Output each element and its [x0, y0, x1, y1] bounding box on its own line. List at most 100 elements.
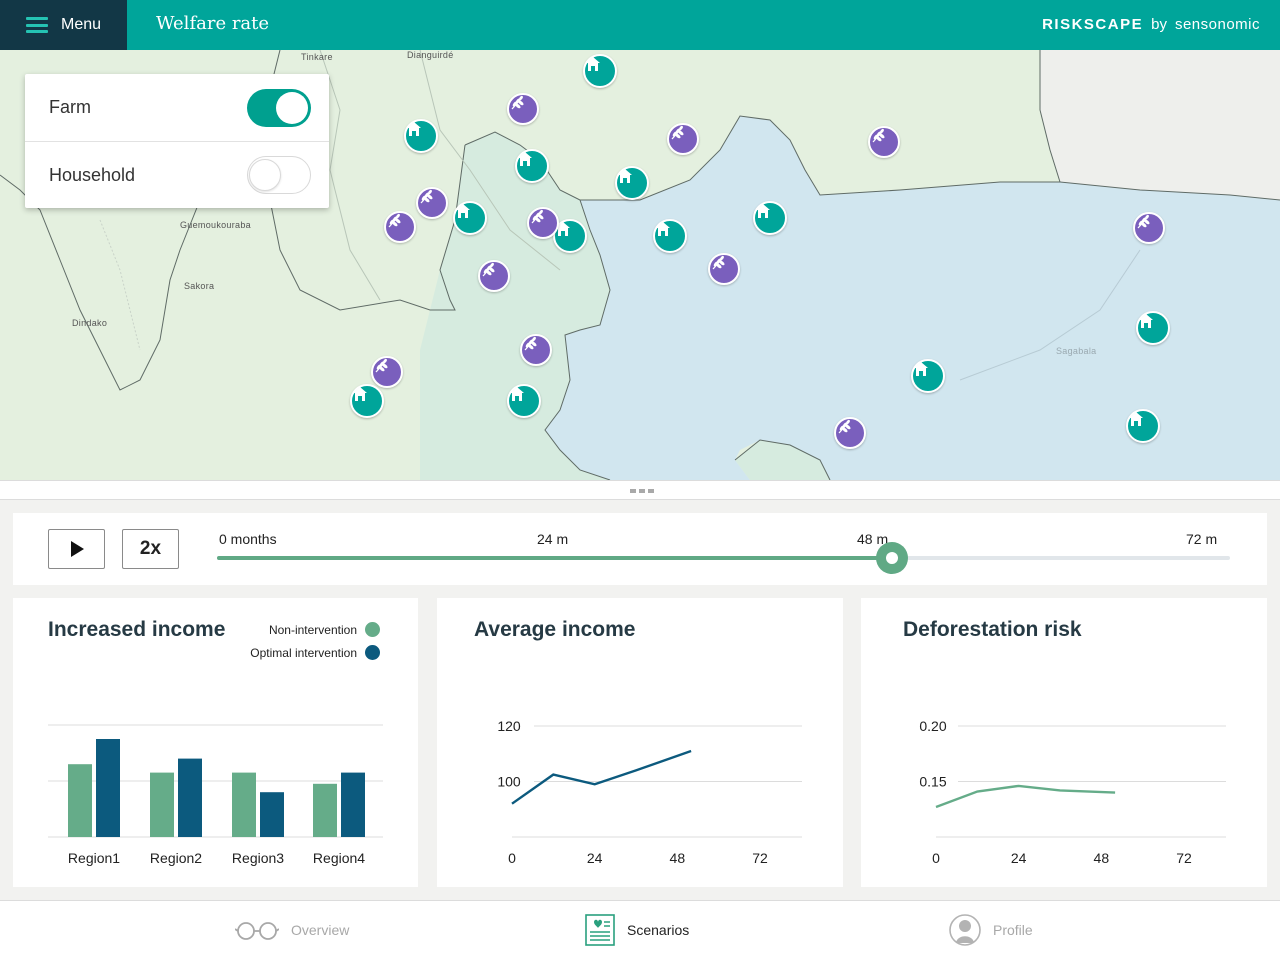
legend-swatch: [365, 645, 380, 660]
household-marker[interactable]: [653, 219, 687, 253]
bar: [260, 792, 284, 837]
legend-label: Optimal intervention: [250, 645, 357, 660]
farm-marker[interactable]: [520, 334, 552, 366]
place-label: Sagabala: [1056, 346, 1097, 356]
farm-marker[interactable]: [527, 207, 559, 239]
household-toggle-switch[interactable]: [247, 156, 311, 194]
house-icon: [556, 222, 570, 236]
household-marker[interactable]: [453, 201, 487, 235]
bar: [341, 772, 365, 837]
wheat-icon: [375, 358, 388, 373]
wheat-icon: [511, 95, 524, 110]
house-icon: [618, 169, 632, 183]
household-marker[interactable]: [515, 149, 549, 183]
series-line: [935, 784, 1116, 809]
nav-scenarios[interactable]: Scenarios: [585, 914, 689, 946]
place-label: Dianguirdé: [407, 50, 454, 60]
document-icon: [585, 914, 615, 946]
brand-logo: RISKSCAPE by sensonomic: [1042, 16, 1260, 33]
bar: [68, 764, 92, 837]
farm-marker[interactable]: [667, 123, 699, 155]
timeline-tick-label: 72 m: [1186, 531, 1218, 547]
legend-item: Optimal intervention: [250, 645, 380, 660]
bar: [232, 772, 256, 837]
place-label: Tinkare: [301, 52, 333, 62]
increased-income-card: Region1 Region2 Region3 Region4 Increased i…: [13, 598, 418, 887]
speed-button[interactable]: 2x: [122, 529, 179, 569]
house-icon: [756, 204, 770, 218]
house-icon: [518, 152, 532, 166]
increased-income-chart: Region1 Region2 Region3 Region4: [48, 724, 383, 866]
farm-marker[interactable]: [708, 253, 740, 285]
deforestation-risk-chart: 0.15 0.20 0 24 48 72: [919, 718, 1226, 866]
farm-marker[interactable]: [371, 356, 403, 388]
timeline-slider-thumb[interactable]: [876, 542, 909, 574]
household-marker[interactable]: [1136, 311, 1170, 345]
wheat-icon: [482, 262, 495, 277]
farm-marker[interactable]: [834, 417, 866, 449]
place-label: Sakora: [184, 281, 215, 291]
legend-swatch: [365, 622, 380, 637]
farm-marker[interactable]: [868, 126, 900, 158]
nav-label: Overview: [291, 922, 350, 938]
menu-button[interactable]: Menu: [0, 0, 127, 50]
card-title: Deforestation risk: [903, 618, 1082, 641]
farm-marker[interactable]: [507, 93, 539, 125]
farm-marker[interactable]: [1133, 212, 1165, 244]
brand-company: sensonomic: [1174, 16, 1260, 33]
x-tick-label: 48: [1094, 850, 1110, 866]
household-marker[interactable]: [507, 384, 541, 418]
x-tick-label: Region1: [68, 850, 120, 866]
household-toggle-label: Household: [49, 164, 136, 185]
place-label: Guemoukouraba: [180, 220, 251, 230]
farm-toggle-switch[interactable]: [247, 88, 311, 127]
household-marker[interactable]: [404, 119, 438, 153]
wheat-icon: [838, 419, 851, 434]
house-icon: [914, 362, 928, 376]
house-icon: [407, 122, 421, 136]
wheat-icon: [671, 125, 684, 140]
timeline-tick-label: 0 months: [219, 531, 277, 547]
place-label: Dindako: [72, 318, 108, 328]
household-marker[interactable]: [350, 384, 384, 418]
bar: [150, 772, 174, 837]
x-tick-label: 72: [752, 850, 768, 866]
household-marker[interactable]: [1126, 409, 1160, 443]
farm-marker[interactable]: [478, 260, 510, 292]
nav-profile[interactable]: Profile: [949, 914, 1033, 946]
house-icon: [510, 387, 524, 401]
app-header: Menu Welfare rate RISKSCAPE by sensonomi…: [0, 0, 1280, 50]
wheat-icon: [420, 189, 433, 204]
menu-label: Menu: [61, 16, 102, 33]
nav-overview[interactable]: Overview: [235, 914, 349, 946]
panel-resize-handle[interactable]: [0, 480, 1280, 500]
farm-marker[interactable]: [384, 211, 416, 243]
timeline-slider[interactable]: [217, 542, 1230, 574]
play-button[interactable]: [48, 529, 105, 569]
household-marker[interactable]: [753, 201, 787, 235]
card-title: Average income: [474, 618, 636, 641]
legend-item: Non-intervention: [269, 622, 380, 637]
x-tick-label: Region4: [313, 850, 365, 866]
household-marker[interactable]: [911, 359, 945, 393]
map-view[interactable]: Tinkare Dianguirdé Guemoukouraba Sakora …: [0, 50, 1280, 480]
deforestation-risk-card: 0.15 0.20 0 24 48 72 Deforestation risk: [861, 598, 1267, 887]
bottom-navigation: Overview Scenarios Profile: [0, 900, 1280, 960]
wheat-icon: [524, 336, 537, 351]
average-income-card: 100 120 0 24 48 72 Average income: [437, 598, 843, 887]
x-tick-label: Region2: [150, 850, 202, 866]
brand-by: by: [1151, 16, 1167, 33]
timeline-tick-label: 48 m: [857, 531, 889, 547]
household-toggle-row[interactable]: Household: [25, 141, 329, 208]
y-tick-label: 120: [497, 718, 521, 734]
house-icon: [353, 387, 367, 401]
farm-marker[interactable]: [416, 187, 448, 219]
play-icon: [70, 541, 84, 557]
wheat-icon: [872, 128, 885, 143]
hamburger-icon: [26, 17, 48, 33]
household-marker[interactable]: [583, 54, 617, 88]
farm-toggle-row[interactable]: Farm: [25, 74, 329, 141]
household-marker[interactable]: [615, 166, 649, 200]
playback-bar: 2x 0 months 24 m 48 m 72 m: [13, 513, 1267, 585]
house-icon: [456, 204, 470, 218]
